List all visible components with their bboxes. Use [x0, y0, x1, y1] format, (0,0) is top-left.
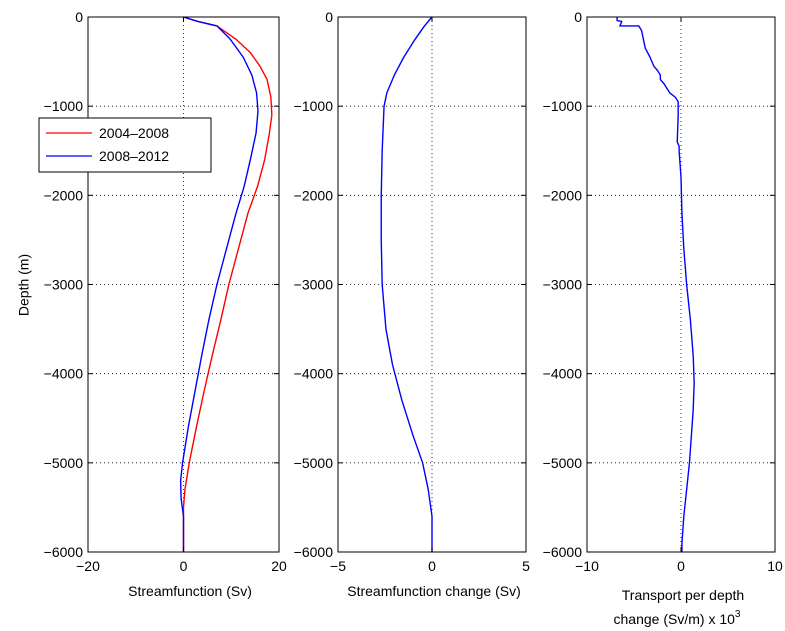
x-tick-label: 0 — [677, 558, 685, 574]
x-tick-label: −5 — [330, 558, 346, 574]
y-tick-label: −1000 — [294, 98, 334, 114]
legend-label-2004-2008: 2004–2008 — [99, 125, 169, 141]
y-axis-label: Depth (m) — [16, 254, 32, 316]
panel3-x-axis-label: Transport per depth — [622, 587, 744, 603]
panel3-x-axis-label-main: change (Sv/m) x 10 — [614, 611, 736, 627]
panel-2: 0 −1000 −2000 −3000 −4000 −5000 −6000−5 0 5 — [294, 9, 530, 574]
y-tick-label: −6000 — [294, 544, 334, 560]
x-tick-label: 5 — [522, 558, 530, 574]
y-tick-label: −4000 — [44, 366, 84, 382]
y-tick-label: 0 — [574, 9, 582, 25]
panel-1: 0 −1000 −2000 −3000 −4000 −5000 −6000−20 0 20 — [44, 9, 287, 574]
y-tick-label: −5000 — [294, 455, 334, 471]
panel3-x-axis-label-line2: change (Sv/m) x 103 — [614, 609, 741, 627]
x-tick-label: 10 — [767, 558, 783, 574]
legend: 2004–2008 2008–2012 — [38, 117, 212, 173]
x-tick-label: 0 — [428, 558, 436, 574]
y-tick-label: −6000 — [44, 544, 84, 560]
y-tick-label: −2000 — [543, 187, 583, 203]
series-line-2004-2008 — [182, 16, 273, 552]
y-tick-label: −5000 — [543, 455, 583, 471]
x-tick-label: −20 — [76, 558, 100, 574]
series-line-1 — [616, 17, 695, 552]
y-tick-label: −6000 — [543, 544, 583, 560]
y-tick-label: −3000 — [294, 277, 334, 293]
x-tick-label: 20 — [271, 558, 287, 574]
y-tick-label: 0 — [75, 9, 83, 25]
y-tick-label: −1000 — [543, 98, 583, 114]
y-tick-label: 0 — [325, 9, 333, 25]
x-tick-label: 0 — [180, 558, 188, 574]
panel2-x-axis-label: Streamfunction change (Sv) — [347, 583, 521, 599]
panel3-x-axis-label-exponent: 3 — [735, 609, 741, 620]
panels: 0−1000−2000−3000−4000−5000−6000−20 0 200−1… — [44, 9, 783, 574]
series-line-1 — [380, 16, 433, 552]
y-tick-label: −1000 — [44, 98, 84, 114]
y-tick-label: −2000 — [44, 187, 84, 203]
y-tick-label: −2000 — [294, 187, 334, 203]
plot-area — [88, 17, 279, 552]
y-tick-label: −5000 — [44, 455, 84, 471]
y-tick-label: −4000 — [543, 366, 583, 382]
y-tick-label: −3000 — [44, 277, 84, 293]
series-line-2008-2012 — [179, 16, 259, 552]
y-tick-label: −3000 — [543, 277, 583, 293]
panel1-x-axis-label: Streamfunction (Sv) — [128, 583, 252, 599]
legend-label-2008-2012: 2008–2012 — [99, 148, 169, 164]
y-tick-label: −4000 — [294, 366, 334, 382]
legend-box — [38, 117, 212, 173]
x-tick-label: −10 — [575, 558, 599, 574]
panel-3: 0 −1000 −2000 −3000 −4000 −5000 −6000−10 0 10 — [543, 9, 783, 574]
